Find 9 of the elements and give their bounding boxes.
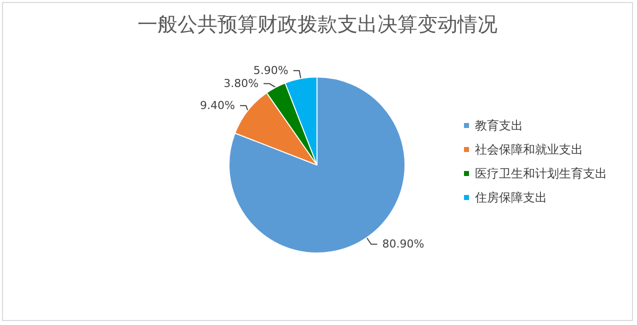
- chart-title: 一般公共预算财政拨款支出决算变动情况: [138, 12, 498, 36]
- legend-label: 住房保障支出: [474, 190, 547, 204]
- legend-label: 社会保障和就业支出: [475, 142, 583, 156]
- data-label: 5.90%: [253, 64, 288, 78]
- data-label: 9.40%: [200, 99, 235, 112]
- data-label: 3.80%: [224, 77, 259, 90]
- legend-label: 医疗卫生和计划生育支出: [475, 166, 607, 180]
- legend-label: 教育支出: [475, 118, 523, 132]
- data-label: 80.90%: [382, 238, 424, 251]
